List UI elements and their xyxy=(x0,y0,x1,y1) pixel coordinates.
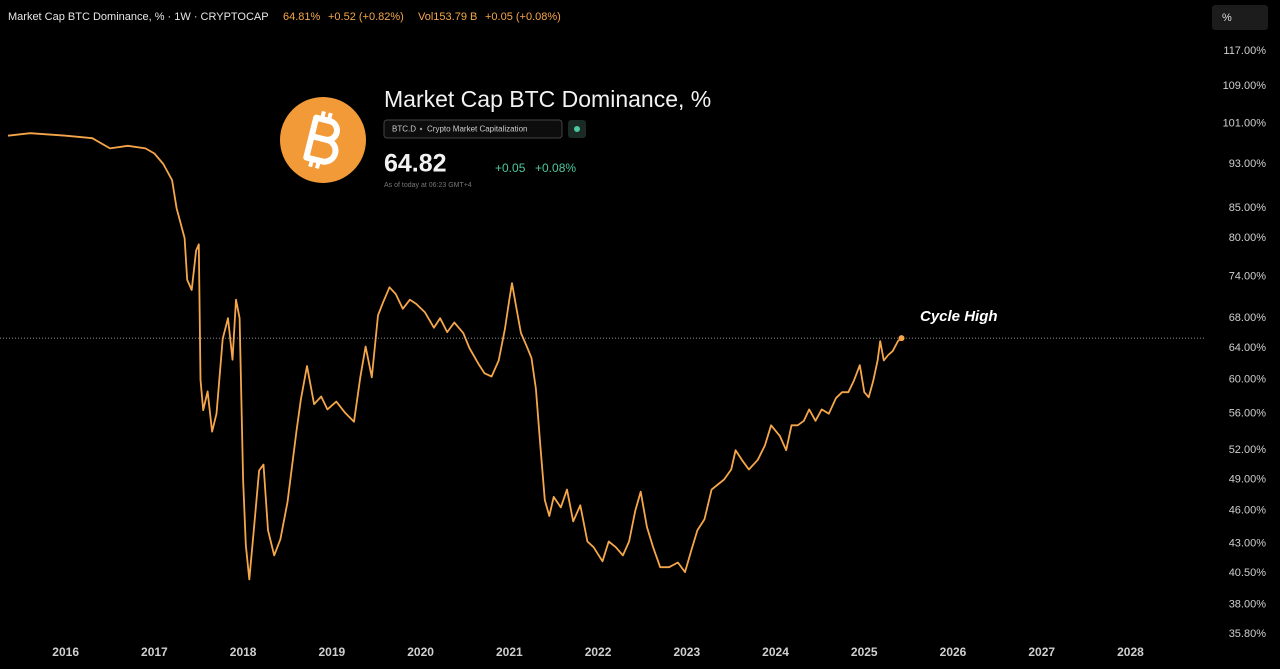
y-tick-label: 93.00% xyxy=(1229,158,1267,170)
x-tick-label: 2027 xyxy=(1028,645,1055,659)
y-tick-label: 40.50% xyxy=(1229,567,1267,579)
card-price: 64.82 xyxy=(384,150,447,178)
card-timestamp: As of today at 06:23 GMT+4 xyxy=(384,182,472,189)
bitcoin-symbol xyxy=(303,110,340,169)
x-tick-label: 2021 xyxy=(496,645,523,659)
y-tick-label: 101.00% xyxy=(1223,117,1267,129)
x-tick-label: 2016 xyxy=(52,645,79,659)
x-tick-label: 2026 xyxy=(940,645,967,659)
header-volume-change: +0.05 (+0.08%) xyxy=(485,11,561,23)
x-tick-label: 2017 xyxy=(141,645,168,659)
y-tick-label: 80.00% xyxy=(1229,232,1267,244)
y-tick-label: 64.00% xyxy=(1229,342,1267,354)
header-volume: Vol153.79 B xyxy=(418,11,477,23)
dominance-line xyxy=(7,132,903,581)
x-tick-label: 2023 xyxy=(673,645,700,659)
y-tick-label: 109.00% xyxy=(1223,80,1267,92)
y-tick-label: 43.00% xyxy=(1229,538,1267,550)
y-tick-label: 74.00% xyxy=(1229,270,1267,282)
status-dot xyxy=(574,126,580,132)
x-tick-label: 2019 xyxy=(319,645,346,659)
x-tick-label: 2020 xyxy=(407,645,434,659)
y-tick-label: 117.00% xyxy=(1223,45,1266,57)
card-change: +0.05 xyxy=(495,161,526,175)
card-change-pct: +0.08% xyxy=(535,161,576,175)
x-tick-label: 2028 xyxy=(1117,645,1144,659)
card-ticker: BTC.D xyxy=(392,125,416,134)
last-point xyxy=(898,335,905,342)
scale-button[interactable] xyxy=(1212,5,1268,30)
y-tick-label: 38.00% xyxy=(1229,599,1267,611)
header-symbol: Market Cap BTC Dominance, % · 1W · CRYPT… xyxy=(8,11,269,23)
x-tick-label: 2025 xyxy=(851,645,878,659)
ticker-box xyxy=(383,119,563,139)
y-tick-label: 56.00% xyxy=(1229,408,1267,420)
header-change: +0.52 (+0.82%) xyxy=(328,11,404,23)
y-tick-label: 60.00% xyxy=(1229,374,1267,386)
y-tick-label: 49.00% xyxy=(1229,473,1267,485)
card-title: Market Cap BTC Dominance, % xyxy=(384,86,711,112)
scale-button-label[interactable]: % xyxy=(1222,12,1232,24)
y-tick-label: 46.00% xyxy=(1229,504,1267,516)
x-tick-label: 2022 xyxy=(585,645,612,659)
header-last: 64.81% xyxy=(283,11,321,23)
y-tick-label: 85.00% xyxy=(1229,202,1267,214)
card-source: Crypto Market Capitalization xyxy=(427,125,527,134)
y-tick-label: 68.00% xyxy=(1229,312,1267,324)
y-tick-label: 35.80% xyxy=(1229,628,1267,640)
x-tick-label: 2018 xyxy=(230,645,257,659)
x-tick-label: 2024 xyxy=(762,645,789,659)
y-tick-label: 52.00% xyxy=(1229,444,1267,456)
annotation: Cycle High xyxy=(920,308,998,325)
separator xyxy=(419,127,423,131)
